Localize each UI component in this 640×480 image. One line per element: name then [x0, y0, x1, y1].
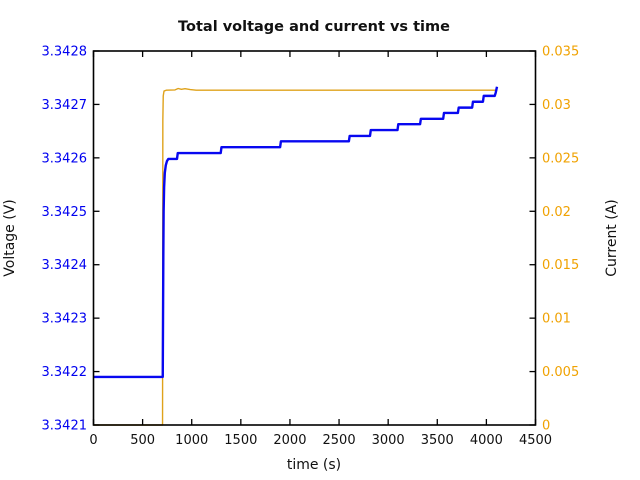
x-tick-label: 1000 — [175, 433, 208, 448]
left-y-tick-label: 3.3426 — [42, 151, 88, 166]
left-y-tick-label: 3.3423 — [42, 312, 88, 327]
left-y-tick-label: 3.3422 — [42, 365, 88, 380]
frame-layer — [92, 50, 537, 426]
right-y-tick-label: 0.005 — [542, 365, 579, 380]
voltage-line — [93, 86, 499, 379]
right-y-tick-label: 0.02 — [542, 205, 571, 220]
right-y-axis-label: Current (A) — [604, 199, 620, 277]
left-y-tick-label: 3.3424 — [42, 258, 88, 273]
x-tick-label: 4000 — [470, 433, 503, 448]
left-y-tick-label: 3.3421 — [42, 419, 88, 434]
right-y-tick-label: 0.03 — [542, 98, 571, 113]
x-tick-label: 3000 — [372, 433, 405, 448]
right-y-tick-label: 0.035 — [542, 45, 579, 60]
left-y-axis-label: Voltage (V) — [2, 199, 18, 276]
x-tick-label: 2500 — [323, 433, 356, 448]
right-y-tick-label: 0.01 — [542, 312, 571, 327]
right-y-tick-label: 0.025 — [542, 151, 579, 166]
left-y-tick-label: 3.3428 — [42, 45, 88, 60]
plot-frame — [92, 50, 537, 426]
x-tick-label: 4500 — [519, 433, 552, 448]
left-y-tick-label: 3.3425 — [42, 205, 88, 220]
x-tick-label: 0 — [89, 433, 97, 448]
x-tick-label: 500 — [130, 433, 155, 448]
x-tick-label: 2000 — [273, 433, 306, 448]
right-y-tick-label: 0.015 — [542, 258, 579, 273]
current-line — [93, 87, 498, 426]
chart-title: Total voltage and current vs time — [178, 19, 450, 35]
left-y-tick-label: 3.3427 — [42, 98, 88, 113]
x-axis-label: time (s) — [287, 457, 341, 473]
series-layer — [93, 86, 499, 426]
tick-layer: 0 500 1000 1500 2000 2500 3000 3500 4000 4500 3.34… — [42, 45, 580, 449]
right-y-tick-label: 0 — [542, 419, 550, 434]
x-tick-label: 1500 — [224, 433, 257, 448]
x-tick-label: 3500 — [421, 433, 454, 448]
